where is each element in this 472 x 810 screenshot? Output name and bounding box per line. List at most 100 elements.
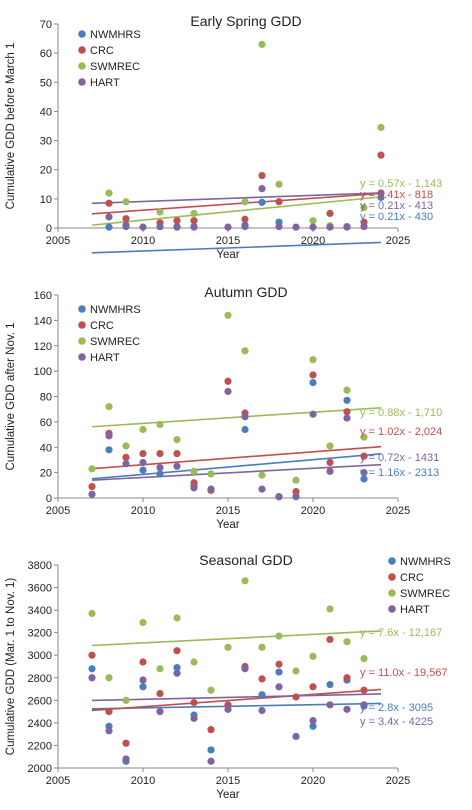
chart3-legend-marker-nwmhrs [388, 557, 396, 565]
chart2-point-swmrec [309, 356, 317, 364]
chart1-y-tick-label: 60 [40, 48, 52, 60]
chart2-point-swmrec [88, 465, 96, 473]
chart2-y-tick-label: 100 [34, 366, 52, 378]
chart1-point-swmrec [190, 209, 198, 218]
chart3-y-tick-label: 2400 [28, 718, 52, 730]
chart3-point-crc [122, 739, 130, 747]
chart3-x-tick-label: 2025 [386, 775, 410, 787]
chart1-point-swmrec [275, 180, 283, 188]
chart1-equation-crc: y = 0.41x - 818 [360, 189, 433, 201]
chart2-point-crc [190, 479, 198, 487]
chart2-equation-nwmhrs: y = 1.16x - 2313 [360, 467, 439, 479]
chart3-legend-marker-crc [388, 573, 396, 581]
chart2-x-tick-label: 2025 [386, 505, 410, 517]
chart1-title: Early Spring GDD [190, 13, 301, 29]
chart2-legend-marker-swmrec [78, 337, 86, 345]
chart1-y-tick-label: 10 [40, 194, 52, 206]
chart3-point-hart [360, 701, 368, 709]
chart2-point-crc [122, 453, 130, 461]
chart2-x-tick-label: 2010 [131, 505, 155, 517]
chart3-point-swmrec [139, 618, 147, 627]
chart2-point-crc [139, 449, 147, 458]
chart3-y-axis-label: Cumulative GDD (Mar. 1 to Nov. 1) [5, 578, 17, 756]
chart1-point-hart [292, 223, 300, 231]
chart3-y-tick-label: 2600 [28, 695, 52, 707]
chart1-legend-label-swmrec: SWMREC [90, 61, 140, 73]
chart1-point-hart [275, 222, 283, 231]
chart3-point-swmrec [258, 643, 266, 651]
chart1-x-tick-label: 2015 [216, 235, 240, 247]
chart3-point-nwmhrs [88, 665, 96, 673]
chart2-point-swmrec [360, 433, 368, 441]
chart1-point-crc [173, 217, 181, 225]
chart2-point-nwmhrs [156, 470, 164, 478]
chart3-point-hart [207, 757, 215, 765]
chart2-point-hart [224, 387, 232, 396]
chart3-legend-label-swmrec: SWMREC [400, 588, 450, 600]
chart1-point-swmrec [122, 198, 130, 206]
chart2-point-hart [105, 432, 113, 440]
chart2-legend-marker-nwmhrs [78, 305, 86, 313]
chart3-point-hart [139, 676, 147, 684]
chart3-point-nwmhrs [207, 746, 215, 754]
chart2-x-tick-label: 2015 [216, 505, 240, 517]
chart3-point-nwmhrs [258, 691, 266, 699]
chart3-x-tick-label: 2010 [131, 775, 155, 787]
chart2-legend-label-hart: HART [90, 352, 120, 364]
chart2-point-hart [292, 493, 300, 501]
chart2-point-nwmhrs [105, 446, 113, 454]
chart1-y-tick-label: 40 [40, 106, 52, 118]
chart1-point-hart [173, 223, 181, 231]
chart3-title: Seasonal GDD [199, 552, 292, 568]
chart2-equation-crc: y = 1.02x - 2,024 [360, 426, 442, 438]
chart3-point-swmrec [105, 674, 113, 682]
chart2-title: Autumn GDD [204, 284, 287, 300]
chart1-equation-swmrec: y = 0.57x - 1,143 [360, 178, 442, 190]
chart1-trendline-nwmhrs [91, 241, 382, 254]
chart3-trendline-crc [91, 688, 382, 712]
chart2-legend-marker-hart [78, 353, 86, 361]
chart2-point-swmrec [207, 470, 215, 478]
chart2-point-hart [190, 484, 198, 492]
chart1-equation-nwmhrs: y = 0.21x - 430 [360, 211, 433, 223]
chart2-trendline-crc [91, 445, 382, 470]
chart1-point-hart [326, 223, 334, 231]
chart3-equation-crc: y = 11.0x - 19,567 [360, 667, 448, 679]
chart2-point-swmrec [156, 420, 164, 429]
chart2-point-swmrec [292, 476, 300, 484]
chart3-point-hart [326, 701, 334, 709]
chart1-y-axis-label: Cumulative GDD before March 1 [5, 43, 17, 210]
chart3-point-hart [292, 732, 300, 741]
chart2-point-crc [88, 482, 96, 491]
chart2-equation-hart: y = 0.72x - 1431 [360, 452, 439, 464]
chart3-point-swmrec [88, 609, 96, 618]
chart1-point-crc [105, 199, 113, 207]
chart3-point-nwmhrs [173, 664, 181, 672]
chart3-point-swmrec [207, 686, 215, 694]
chart3-point-swmrec [360, 655, 368, 663]
chart2-trendline-swmrec [91, 406, 382, 428]
chart2-point-hart [122, 460, 130, 468]
chart3-y-tick-label: 3400 [28, 605, 52, 617]
chart1-point-crc [241, 215, 249, 223]
chart3-point-crc [258, 675, 266, 683]
chart1-y-tick-label: 70 [40, 19, 52, 31]
chart1-y-tick-label: 50 [40, 77, 52, 89]
chart3-legend-label-nwmhrs: NWMHRS [400, 556, 451, 568]
chart3-point-nwmhrs [139, 683, 147, 691]
chart3-point-swmrec [224, 643, 232, 651]
chart1-point-hart [360, 222, 368, 231]
chart2-point-hart [275, 493, 283, 501]
chart3-point-nwmhrs [309, 722, 317, 730]
chart3-point-swmrec [275, 632, 283, 640]
chart3-x-tick-label: 2020 [301, 775, 325, 787]
chart2-x-tick-label: 2005 [46, 505, 70, 517]
chart2-trendline-hart [91, 463, 382, 481]
chart1-point-nwmhrs [105, 223, 113, 231]
chart3-y-tick-label: 3600 [28, 583, 52, 595]
chart2-point-swmrec [224, 311, 232, 319]
chart2-point-crc [156, 449, 164, 458]
chart1-point-crc [326, 209, 334, 218]
chart3-point-crc [309, 683, 317, 691]
chart1-legend-marker-hart [78, 78, 86, 86]
